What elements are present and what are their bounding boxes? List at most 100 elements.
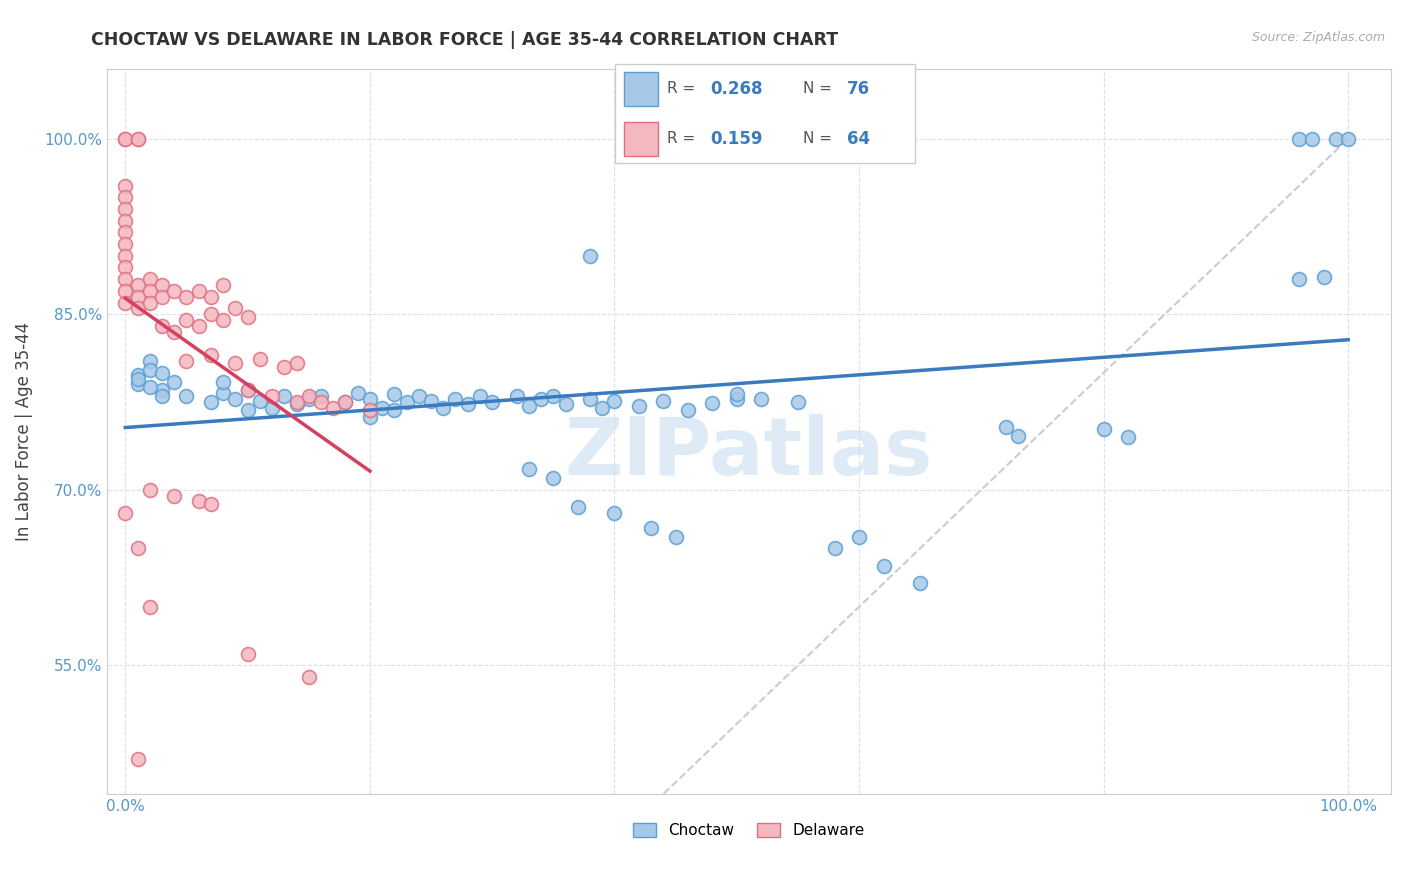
Point bbox=[200, 395, 222, 409]
Point bbox=[127, 132, 149, 146]
Point bbox=[127, 371, 149, 385]
Point bbox=[127, 301, 149, 316]
Point bbox=[187, 318, 209, 333]
Point bbox=[150, 389, 173, 403]
Point bbox=[150, 278, 173, 293]
Point bbox=[114, 249, 136, 263]
Point bbox=[200, 497, 222, 511]
Point bbox=[285, 395, 308, 409]
Point bbox=[335, 395, 357, 409]
Point bbox=[163, 325, 186, 339]
Point bbox=[322, 401, 344, 415]
Point bbox=[262, 389, 284, 403]
Point bbox=[224, 301, 246, 316]
Point bbox=[309, 395, 332, 409]
Point bbox=[309, 389, 332, 403]
Text: R =: R = bbox=[668, 81, 700, 96]
Point bbox=[163, 375, 186, 389]
Point bbox=[163, 489, 186, 503]
Text: ZIPatlas: ZIPatlas bbox=[565, 414, 934, 492]
Point bbox=[517, 461, 540, 475]
Point bbox=[139, 354, 162, 368]
Point bbox=[1116, 430, 1139, 444]
Point bbox=[114, 190, 136, 204]
Point bbox=[444, 392, 467, 406]
Point bbox=[114, 295, 136, 310]
Point bbox=[346, 385, 368, 400]
Point bbox=[725, 392, 748, 406]
Point bbox=[579, 249, 602, 263]
Point bbox=[212, 278, 235, 293]
Point bbox=[591, 401, 613, 415]
Y-axis label: In Labor Force | Age 35-44: In Labor Force | Age 35-44 bbox=[15, 322, 32, 541]
Point bbox=[262, 401, 284, 415]
Point bbox=[652, 393, 675, 408]
Point bbox=[335, 395, 357, 409]
Point bbox=[176, 354, 198, 368]
Point bbox=[127, 541, 149, 556]
Point bbox=[824, 541, 846, 556]
Point bbox=[212, 313, 235, 327]
Point bbox=[382, 387, 405, 401]
Point bbox=[1288, 132, 1310, 146]
Point bbox=[114, 284, 136, 298]
Point bbox=[236, 647, 259, 661]
Point bbox=[224, 392, 246, 406]
Point bbox=[543, 471, 565, 485]
Text: Source: ZipAtlas.com: Source: ZipAtlas.com bbox=[1251, 31, 1385, 45]
Point bbox=[481, 395, 503, 409]
Point bbox=[554, 397, 576, 411]
Point bbox=[298, 670, 321, 684]
Point bbox=[908, 576, 931, 591]
Point bbox=[530, 392, 553, 406]
Point bbox=[150, 384, 173, 398]
Text: R =: R = bbox=[668, 131, 700, 146]
Point bbox=[1007, 429, 1029, 443]
Point bbox=[236, 384, 259, 398]
Text: N =: N = bbox=[803, 131, 837, 146]
Point bbox=[359, 410, 381, 425]
Point bbox=[187, 494, 209, 508]
FancyBboxPatch shape bbox=[614, 64, 915, 163]
Point bbox=[127, 377, 149, 392]
Point bbox=[224, 356, 246, 370]
Point bbox=[749, 392, 772, 406]
Point bbox=[127, 368, 149, 383]
Point bbox=[382, 403, 405, 417]
Point bbox=[468, 389, 491, 403]
Point bbox=[139, 380, 162, 394]
Point bbox=[127, 278, 149, 293]
Text: 0.159: 0.159 bbox=[710, 130, 763, 148]
Point bbox=[1324, 132, 1347, 146]
Point bbox=[200, 348, 222, 362]
Point bbox=[139, 272, 162, 286]
Text: 76: 76 bbox=[846, 79, 870, 97]
Point bbox=[420, 393, 443, 408]
Point bbox=[139, 599, 162, 614]
Point bbox=[236, 403, 259, 417]
Point bbox=[139, 284, 162, 298]
Point bbox=[273, 389, 295, 403]
Point bbox=[505, 389, 527, 403]
Point bbox=[848, 530, 870, 544]
Point bbox=[139, 295, 162, 310]
Point bbox=[994, 419, 1017, 434]
Point bbox=[1337, 132, 1360, 146]
Point bbox=[212, 385, 235, 400]
Point bbox=[665, 530, 688, 544]
Point bbox=[786, 395, 808, 409]
Point bbox=[176, 389, 198, 403]
Point bbox=[273, 359, 295, 374]
Point bbox=[114, 132, 136, 146]
Point bbox=[114, 272, 136, 286]
Point bbox=[127, 132, 149, 146]
Point bbox=[114, 213, 136, 227]
Point bbox=[543, 389, 565, 403]
Point bbox=[200, 290, 222, 304]
Point bbox=[1288, 272, 1310, 286]
Point bbox=[408, 389, 430, 403]
Point bbox=[359, 392, 381, 406]
FancyBboxPatch shape bbox=[624, 71, 658, 105]
Point bbox=[139, 363, 162, 377]
Text: 64: 64 bbox=[846, 130, 870, 148]
